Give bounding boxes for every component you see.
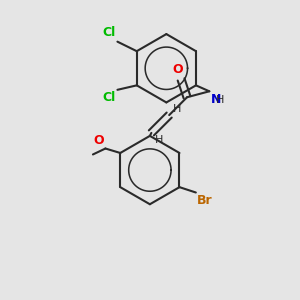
Text: O: O [93,134,104,147]
Text: H: H [155,135,163,145]
Text: O: O [172,63,183,76]
Text: H: H [173,103,181,114]
Text: N: N [211,93,221,106]
Text: H: H [216,95,224,105]
Text: Br: Br [197,194,212,207]
Text: Cl: Cl [103,26,116,39]
Text: Cl: Cl [103,91,116,104]
